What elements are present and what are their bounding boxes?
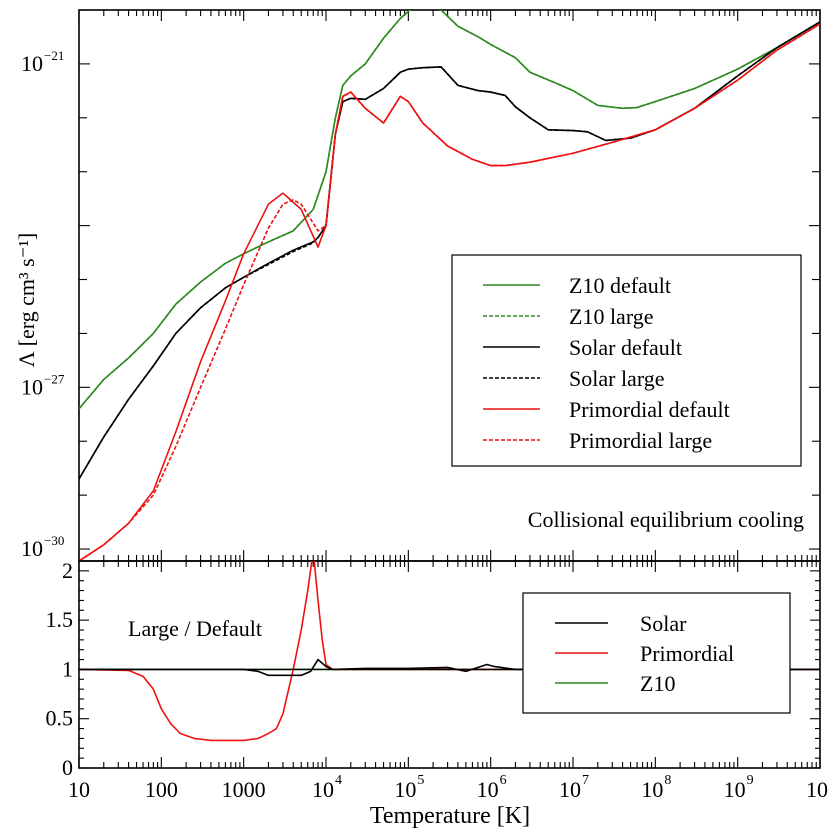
legend-label-z10: Z10 xyxy=(640,671,675,696)
legend-label-z10-large: Z10 large xyxy=(569,304,654,329)
y-tick-label: 1.5 xyxy=(46,607,74,632)
legend-label-solar: Solar xyxy=(640,611,687,636)
x-tick-label: 10 xyxy=(394,777,416,802)
legend-label-primordial-large: Primordial large xyxy=(569,428,712,453)
y-tick-exponent: −21 xyxy=(44,48,64,63)
legend-label-primordial-default: Primordial default xyxy=(569,397,730,422)
x-tick-labels: 1010010001041051061071081091010 xyxy=(68,773,830,802)
x-tick-label: 10 xyxy=(806,777,828,802)
y-tick-exponent: −27 xyxy=(44,371,65,386)
y-tick-label: 10 xyxy=(21,536,43,561)
x-tick-label: 10 xyxy=(641,777,663,802)
series-line-primordial-default xyxy=(79,23,820,561)
top-legend-entries: Z10 default Z10 large Solar default Solar l… xyxy=(483,273,730,453)
legend-label-primordial: Primordial xyxy=(640,641,734,666)
x-tick-label: 10 xyxy=(724,777,746,802)
x-tick-label: 100 xyxy=(145,777,178,802)
x-tick-label: 1000 xyxy=(222,777,266,802)
bottom-y-tick-labels: 0 0.5 1 1.5 2 xyxy=(46,558,74,780)
bottom-axis-ticks xyxy=(78,561,821,769)
y-tick-label: 1 xyxy=(62,656,73,681)
y-axis-label: Λ [erg cm³ s⁻¹] xyxy=(14,233,39,367)
x-axis-label: Temperature [K] xyxy=(370,803,530,829)
x-tick-exponent: 4 xyxy=(335,773,342,788)
bottom-legend-entries: Solar Primordial Z10 xyxy=(555,611,734,696)
bottom-legend: Solar Primordial Z10 xyxy=(522,592,791,714)
top-series-group xyxy=(79,10,820,561)
series-line-z10-large xyxy=(79,10,820,410)
x-tick-exponent: 6 xyxy=(500,773,507,788)
x-tick-exponent: 7 xyxy=(582,773,589,788)
top-annotation: Collisional equilibrium cooling xyxy=(528,507,804,532)
y-tick-label: 0 xyxy=(62,755,73,780)
x-tick-label: 10 xyxy=(68,777,90,802)
y-tick-label: 0.5 xyxy=(46,706,74,731)
bottom-annotation: Large / Default xyxy=(128,616,262,641)
x-tick-exponent: 8 xyxy=(664,773,671,788)
legend-label-solar-default: Solar default xyxy=(569,335,682,360)
x-tick-label: 10 xyxy=(559,777,581,802)
x-tick-label: 10 xyxy=(477,777,499,802)
bottom-plot-frame xyxy=(78,560,821,769)
series-line-primordial-large xyxy=(79,23,820,561)
x-tick-exponent: 5 xyxy=(417,773,424,788)
legend-label-solar-large: Solar large xyxy=(569,366,665,391)
legend-label-z10-default: Z10 default xyxy=(569,273,671,298)
x-tick-label: 10 xyxy=(312,777,334,802)
y-tick-exponent: −30 xyxy=(44,533,64,548)
top-legend: Z10 default Z10 large Solar default Solar l… xyxy=(451,254,802,467)
bottom-panel: 0 0.5 1 1.5 2 Solar Primordial Z10 Large / Def… xyxy=(46,558,830,829)
y-tick-label: 2 xyxy=(62,558,73,583)
y-tick-label: 10 xyxy=(21,374,43,399)
top-legend-box xyxy=(451,254,802,467)
x-tick-exponent: 9 xyxy=(747,773,754,788)
y-tick-label: 10 xyxy=(21,51,43,76)
series-line-solar-large xyxy=(79,21,820,480)
